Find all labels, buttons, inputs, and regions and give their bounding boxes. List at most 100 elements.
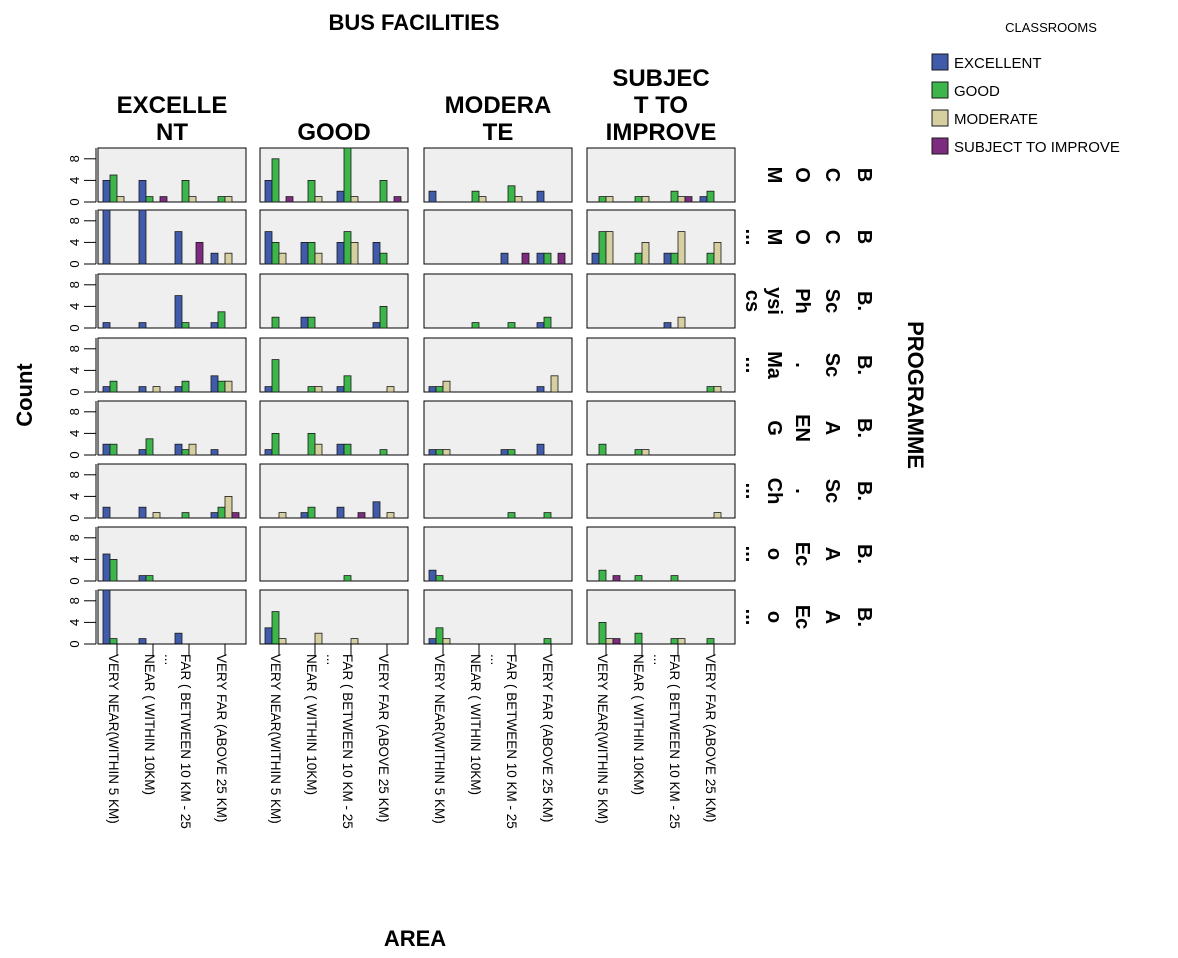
- panel-background: [97, 400, 247, 456]
- bar: [591, 252, 600, 265]
- bar: [181, 512, 190, 519]
- bar: [336, 190, 345, 203]
- y-tick-label: 8: [67, 597, 82, 604]
- bar: [514, 196, 523, 203]
- row-header-line: ...: [741, 546, 763, 563]
- bar: [188, 443, 197, 456]
- column-header: EXCELLE: [117, 92, 228, 119]
- bar: [264, 386, 273, 393]
- y-tick-label: 4: [67, 556, 82, 563]
- bar: [138, 506, 147, 519]
- bar: [372, 322, 381, 329]
- bar: [181, 449, 190, 456]
- row-header-line: o: [763, 611, 785, 623]
- bar: [641, 449, 650, 456]
- bar: [231, 512, 240, 519]
- bar: [264, 627, 273, 645]
- bar: [372, 241, 381, 265]
- facet-panel: [586, 337, 736, 393]
- bar: [102, 506, 111, 519]
- y-tick-label: 4: [67, 177, 82, 184]
- bar: [543, 638, 552, 645]
- bar: [379, 449, 388, 456]
- row-header-line: B.: [853, 291, 875, 311]
- bar: [612, 638, 621, 645]
- bar: [543, 252, 552, 265]
- bar: [670, 575, 679, 582]
- bar: [598, 569, 607, 582]
- row-header-line: Ch: [763, 478, 785, 505]
- facet-panel: [586, 589, 736, 645]
- bar: [706, 386, 715, 393]
- bar: [634, 449, 643, 456]
- bar: [478, 196, 487, 203]
- panel-background: [423, 589, 573, 645]
- bar: [605, 638, 614, 645]
- bar: [336, 506, 345, 519]
- facet-panel: [586, 209, 736, 265]
- bar: [271, 158, 280, 203]
- y-tick-label: 0: [67, 198, 82, 205]
- row-header-line: Ec: [791, 605, 813, 629]
- y-tick-label: 4: [67, 430, 82, 437]
- x-tick-label: VERY FAR (ABOVE 25 KM): [703, 654, 718, 822]
- bar: [543, 316, 552, 329]
- bar: [195, 241, 204, 265]
- y-axis: 0 4 8: [67, 464, 97, 522]
- bar: [442, 638, 451, 645]
- facet-panel: [423, 147, 573, 203]
- column-header: TE: [483, 119, 514, 146]
- bar: [350, 241, 359, 265]
- bar: [379, 179, 388, 203]
- y-axis: 0 4 8: [67, 210, 97, 268]
- row-facet-headers: BCOMBCOM...B.ScPhysicsB.Sc.Ma...B.AENGB.…: [741, 167, 875, 630]
- row-header-line: cs: [741, 290, 763, 312]
- bar: [278, 512, 287, 519]
- row-header-line: Ph: [791, 288, 813, 314]
- bar: [174, 231, 183, 265]
- facet-panel: [586, 526, 736, 582]
- bar: [634, 632, 643, 645]
- bar: [314, 632, 323, 645]
- bar: [428, 569, 437, 582]
- legend-item: EXCELLENT: [931, 53, 1042, 72]
- bar: [278, 638, 287, 645]
- panel-background: [259, 589, 409, 645]
- panel-background: [586, 463, 736, 519]
- x-tick-label: FAR ( BETWEEN 10 KM - 25: [504, 654, 519, 829]
- row-header-line: .: [791, 488, 813, 494]
- row-header: B. Sc. Ch...: [741, 478, 875, 505]
- bar: [612, 575, 621, 582]
- x-tick-label: FAR ( BETWEEN 10 KM - 25: [667, 654, 682, 829]
- bar: [536, 386, 545, 393]
- bar: [343, 575, 352, 582]
- bar: [271, 316, 280, 329]
- y-tick-label: 8: [67, 345, 82, 352]
- column-header: SUBJEC: [612, 65, 709, 92]
- y-tick-label: 0: [67, 640, 82, 647]
- y-tick-label: 0: [67, 514, 82, 521]
- bar: [507, 449, 516, 456]
- bar: [102, 589, 111, 645]
- y-tick-label: 8: [67, 471, 82, 478]
- legend-swatch: [931, 109, 949, 127]
- x-axis-title: AREA: [384, 926, 446, 951]
- bar: [386, 386, 395, 393]
- row-header: BCOM...: [741, 229, 875, 246]
- bar: [152, 386, 161, 393]
- panel-background: [586, 526, 736, 582]
- y-axis: 0 4 8: [67, 527, 97, 585]
- bar: [102, 386, 111, 393]
- bar: [706, 252, 715, 265]
- x-tick-label: NEAR ( WITHIN 10KM): [142, 654, 157, 795]
- bar: [102, 209, 111, 265]
- column-header: IMPROVE: [606, 119, 717, 146]
- y-tick-label: 8: [67, 217, 82, 224]
- bar: [181, 179, 190, 203]
- x-tick-label: VERY FAR (ABOVE 25 KM): [540, 654, 555, 822]
- column-header: NT: [156, 119, 188, 146]
- row-header-line: O: [791, 229, 813, 245]
- bar: [641, 196, 650, 203]
